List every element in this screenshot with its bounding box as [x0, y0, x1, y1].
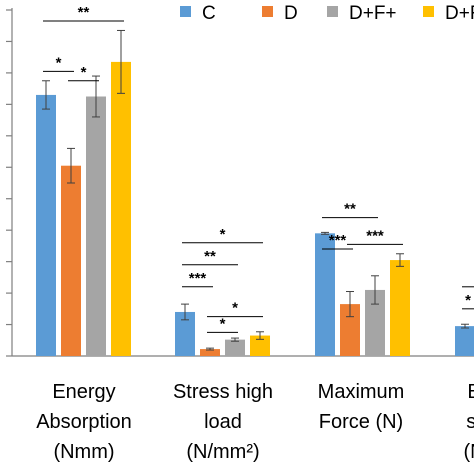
legend-swatch [180, 6, 191, 17]
significance-label: ** [344, 201, 356, 218]
significance-label: ** [78, 4, 90, 21]
bar [225, 339, 245, 356]
significance-layer: ***************** **** [43, 4, 474, 333]
bar [61, 165, 81, 356]
significance-label: * [465, 292, 471, 309]
significance-label: *** [189, 270, 207, 287]
legend-swatch [262, 6, 273, 17]
legend-entry: C [202, 3, 216, 24]
significance-label: * [81, 64, 87, 81]
bar [36, 94, 56, 356]
significance-label: * [56, 54, 62, 71]
category-label: Energy [52, 381, 115, 403]
bar [390, 260, 410, 356]
legend-swatch [327, 6, 338, 17]
bar [315, 233, 335, 356]
category-label: B [467, 381, 474, 403]
legend-entry: D [284, 3, 298, 24]
category-label: Force (N) [319, 411, 403, 433]
category-label: load [204, 411, 242, 433]
bar [200, 349, 220, 356]
bar [250, 335, 270, 356]
significance-label: *** [329, 232, 347, 249]
bars-layer [36, 61, 474, 357]
category-label: (N/mm²) [186, 441, 259, 463]
category-label: (N [463, 441, 474, 463]
significance-label: * [220, 315, 226, 332]
error-bars-layer [42, 29, 469, 351]
bar [365, 289, 385, 356]
legend: C D D+F+ D+F- [180, 3, 474, 24]
legend-entry: D+F- [445, 3, 474, 24]
category-label: Maximum [318, 381, 405, 403]
category-label: st [466, 411, 474, 433]
legend-entry: D+F+ [349, 3, 397, 24]
significance-label: ** [204, 248, 216, 265]
category-labels: Energy Absorption (Nmm) Stress high load (N/m… [36, 381, 474, 463]
significance-label: *** [366, 227, 384, 244]
bar [455, 326, 474, 356]
bar [340, 304, 360, 356]
significance-label: * [220, 226, 226, 243]
category-label: Stress high [173, 381, 273, 403]
significance-label: * [232, 300, 238, 317]
legend-swatch [423, 6, 434, 17]
category-label: Absorption [36, 411, 132, 433]
category-label: (Nmm) [53, 441, 114, 463]
bar [175, 311, 195, 356]
bar [86, 96, 106, 356]
bar [111, 61, 131, 357]
